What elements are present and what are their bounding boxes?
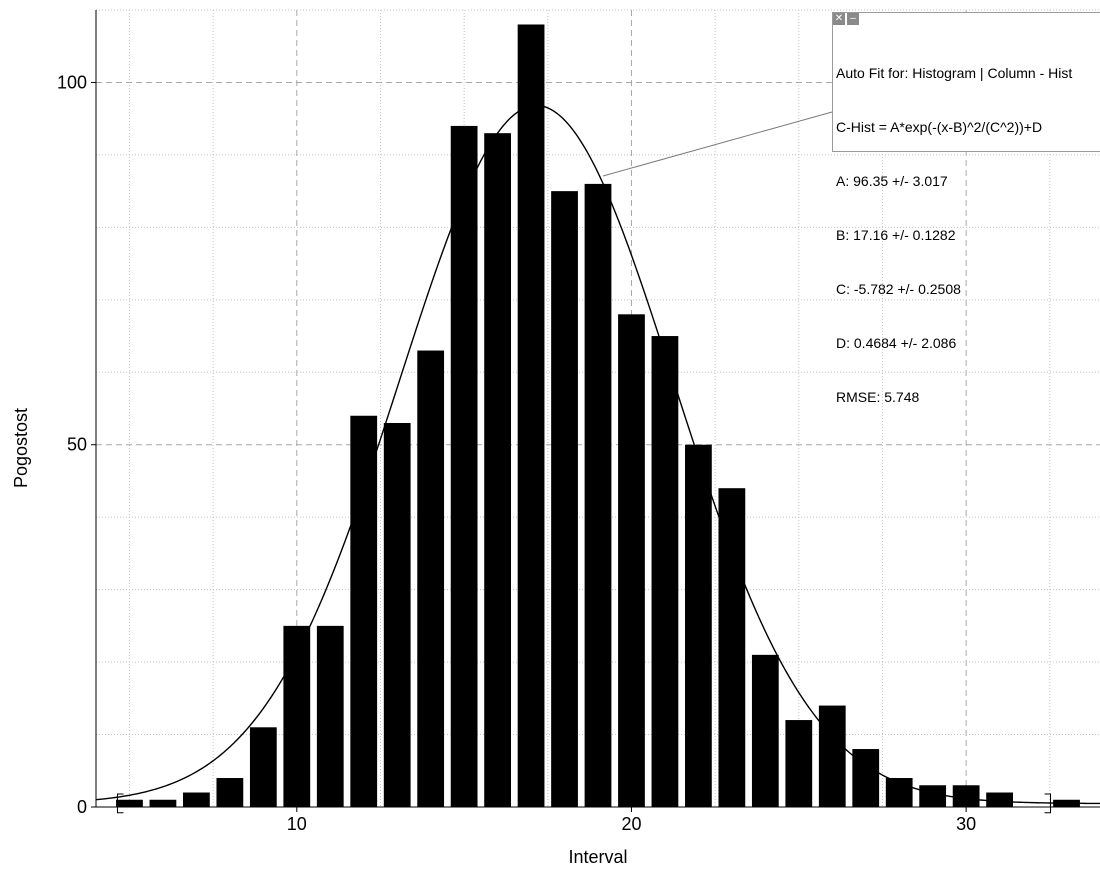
x-axis-title: Interval bbox=[568, 847, 627, 867]
bars bbox=[116, 24, 1080, 808]
histogram-bar bbox=[685, 444, 712, 807]
histogram-bar bbox=[517, 24, 545, 808]
histogram-bar bbox=[785, 720, 813, 807]
fit-equation: C-Hist = A*exp(-(x-B)^2/(C^2))+D bbox=[836, 119, 1043, 135]
histogram-bar bbox=[383, 422, 411, 807]
fit-curve-layer bbox=[95, 104, 1100, 814]
fit-param-c: C: -5.782 +/- 0.2508 bbox=[836, 281, 961, 297]
y-tick-label: 50 bbox=[67, 435, 87, 455]
histogram-bar bbox=[751, 654, 779, 807]
y-tick-label: 100 bbox=[57, 72, 87, 92]
range-bracket-end bbox=[1044, 793, 1052, 814]
histogram-bar bbox=[183, 792, 210, 807]
histogram-bar bbox=[316, 625, 344, 807]
histogram-bar bbox=[584, 183, 612, 807]
fit-param-b: B: 17.16 +/- 0.1282 bbox=[836, 227, 956, 243]
minimize-icon[interactable]: – bbox=[847, 13, 859, 25]
histogram-bar bbox=[551, 191, 578, 808]
fit-parameters: Auto Fit for: Histogram | Column - Hist … bbox=[836, 28, 1072, 442]
y-axis-title: Pogostost bbox=[11, 408, 31, 488]
axes bbox=[95, 10, 1100, 808]
histogram-bar bbox=[986, 792, 1013, 807]
histogram-bar bbox=[718, 488, 746, 807]
histogram-bar bbox=[651, 336, 679, 807]
gaussian-fit-curve bbox=[95, 104, 1100, 805]
curve-fit-info-box[interactable]: ✕ – Auto Fit for: Histogram | Column - H… bbox=[832, 12, 1100, 405]
histogram-bar bbox=[350, 415, 378, 807]
histogram-bar bbox=[919, 785, 947, 807]
histogram-bar bbox=[484, 133, 511, 807]
histogram-bar bbox=[417, 350, 445, 807]
x-tick-label: 30 bbox=[956, 814, 976, 834]
histogram-bar bbox=[116, 799, 143, 807]
histogram-bar bbox=[952, 785, 980, 807]
x-tick-label: 20 bbox=[621, 814, 641, 834]
x-tick-label: 10 bbox=[287, 814, 307, 834]
histogram-bar bbox=[249, 727, 277, 807]
close-icon[interactable]: ✕ bbox=[833, 13, 845, 25]
histogram-bar bbox=[283, 625, 311, 807]
fit-rmse: RMSE: 5.748 bbox=[836, 389, 920, 405]
fit-param-a: A: 96.35 +/- 3.017 bbox=[836, 173, 948, 189]
histogram-bar bbox=[149, 799, 177, 807]
histogram-bar bbox=[818, 705, 846, 807]
histogram-bar bbox=[216, 778, 244, 807]
fit-box-title: Auto Fit for: Histogram | Column - Hist bbox=[836, 65, 1073, 81]
histogram-bar bbox=[618, 314, 645, 807]
tick-labels: 10 20 30 0 50 100 bbox=[57, 72, 976, 834]
fit-callout-leader bbox=[602, 111, 833, 177]
range-bracket-start bbox=[116, 793, 124, 814]
fit-param-d: D: 0.4684 +/- 2.086 bbox=[836, 335, 957, 351]
y-tick-label: 0 bbox=[77, 797, 87, 817]
histogram-bar bbox=[450, 125, 478, 808]
